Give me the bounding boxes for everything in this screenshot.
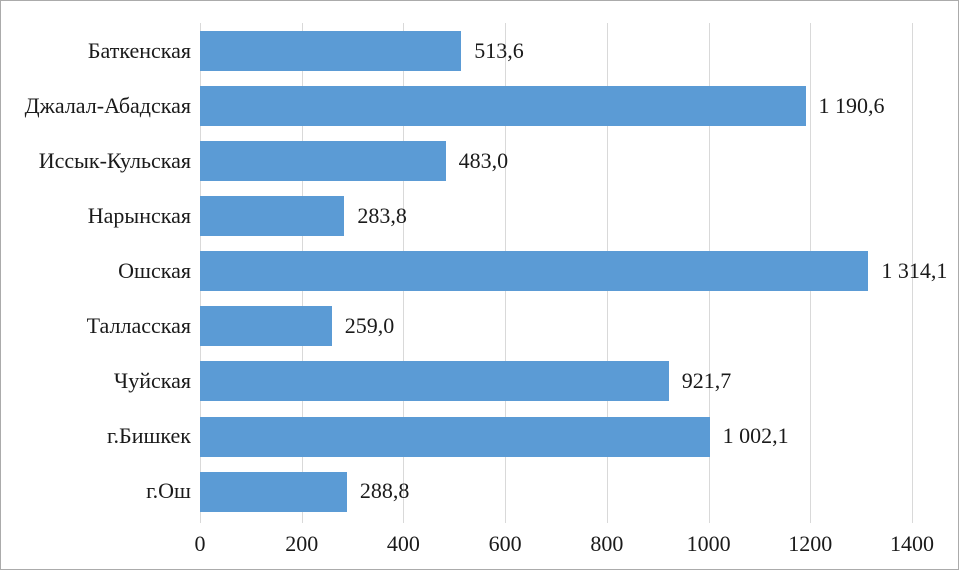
x-axis-tick-label: 0 <box>194 531 206 556</box>
value-label: 288,8 <box>359 478 410 504</box>
x-axis-tick-label: 1000 <box>686 531 731 556</box>
bar <box>200 141 446 182</box>
x-axis-tick-label: 400 <box>386 531 420 556</box>
value-label: 1 190,6 <box>818 92 885 118</box>
bar <box>200 306 332 347</box>
category-label: Ошская <box>118 258 191 283</box>
x-axis-tick-label: 600 <box>488 531 522 556</box>
x-axis-tick-label: 800 <box>590 531 624 556</box>
bar <box>200 471 347 512</box>
x-axis-tick-label: 200 <box>285 531 319 556</box>
value-label: 1 002,1 <box>722 423 789 449</box>
bar <box>200 30 462 71</box>
bar <box>200 85 806 126</box>
category-label: Нарынская <box>87 202 191 228</box>
value-label: 283,8 <box>357 202 407 228</box>
value-label: 513,6 <box>474 37 524 63</box>
category-label: Баткенская <box>87 37 191 63</box>
value-label: 259,0 <box>344 313 395 339</box>
x-axis-tick-label: 1200 <box>788 531 833 556</box>
bar <box>200 416 710 457</box>
value-label: 1 314,1 <box>881 258 948 283</box>
bar <box>200 251 869 292</box>
category-label: Талласская <box>86 313 191 339</box>
bar <box>200 196 345 237</box>
value-label: 483,0 <box>458 147 509 173</box>
gridline <box>912 23 913 523</box>
category-label: Чуйская <box>113 368 191 394</box>
bar <box>200 361 669 402</box>
x-axis-tick-label: 1400 <box>890 531 934 556</box>
category-label: Джалал-Абадская <box>24 92 191 118</box>
category-label: г.Ош <box>146 478 191 504</box>
category-label: г.Бишкек <box>107 423 191 449</box>
value-label: 921,7 <box>681 368 732 394</box>
category-label: Иссык-Кульская <box>38 147 191 173</box>
